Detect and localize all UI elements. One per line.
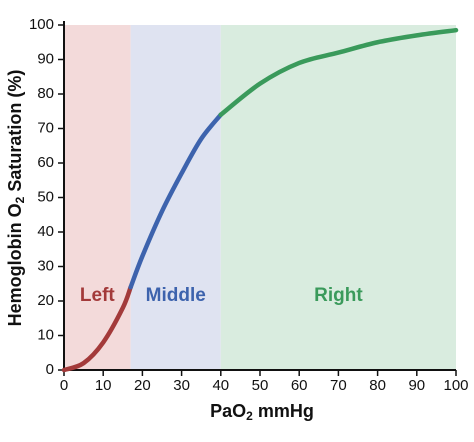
region-label: Middle <box>146 285 206 306</box>
y-tick-label: 90 <box>37 50 54 67</box>
y-tick-label: 40 <box>37 223 54 240</box>
y-tick-label: 20 <box>37 292 54 309</box>
x-tick-label: 100 <box>443 377 468 394</box>
x-tick-label: 40 <box>212 377 229 394</box>
y-tick-label: 70 <box>37 119 54 136</box>
y-tick-label: 100 <box>29 16 54 33</box>
y-axis-title-part: Saturation (%) <box>5 70 25 197</box>
region <box>64 25 131 370</box>
y-axis-title-part: Hemoglobin O <box>5 203 25 326</box>
x-axis-title-part: mmHg <box>253 401 314 421</box>
curve <box>61 284 133 373</box>
region-label: Left <box>80 285 116 306</box>
region-label: Right <box>314 285 363 306</box>
curve <box>218 27 459 117</box>
y-tick-label: 0 <box>46 361 54 378</box>
x-tick-label: 10 <box>95 377 112 394</box>
x-tick-label: 60 <box>291 377 308 394</box>
x-tick-label: 70 <box>330 377 347 394</box>
x-tick-label: 0 <box>60 377 68 394</box>
y-axis-title: Hemoglobin O2 Saturation (%) <box>5 70 27 327</box>
x-axis-title-part: PaO <box>210 401 246 421</box>
x-axis-title: PaO2 mmHg <box>210 401 314 423</box>
y-tick-label: 10 <box>37 326 54 343</box>
y-tick-label: 80 <box>37 85 54 102</box>
x-tick-label: 80 <box>369 377 386 394</box>
curve <box>128 112 224 290</box>
x-tick-label: 30 <box>173 377 190 394</box>
y-tick-label: 50 <box>37 188 54 205</box>
region <box>130 25 221 370</box>
x-tick-label: 20 <box>134 377 151 394</box>
y-tick-label: 30 <box>37 257 54 274</box>
region <box>220 25 456 370</box>
x-tick-label: 50 <box>252 377 269 394</box>
x-tick-label: 90 <box>408 377 425 394</box>
y-axis-title-sub: 2 <box>13 196 27 203</box>
y-tick-label: 60 <box>37 154 54 171</box>
x-axis-title-sub: 2 <box>246 409 253 423</box>
